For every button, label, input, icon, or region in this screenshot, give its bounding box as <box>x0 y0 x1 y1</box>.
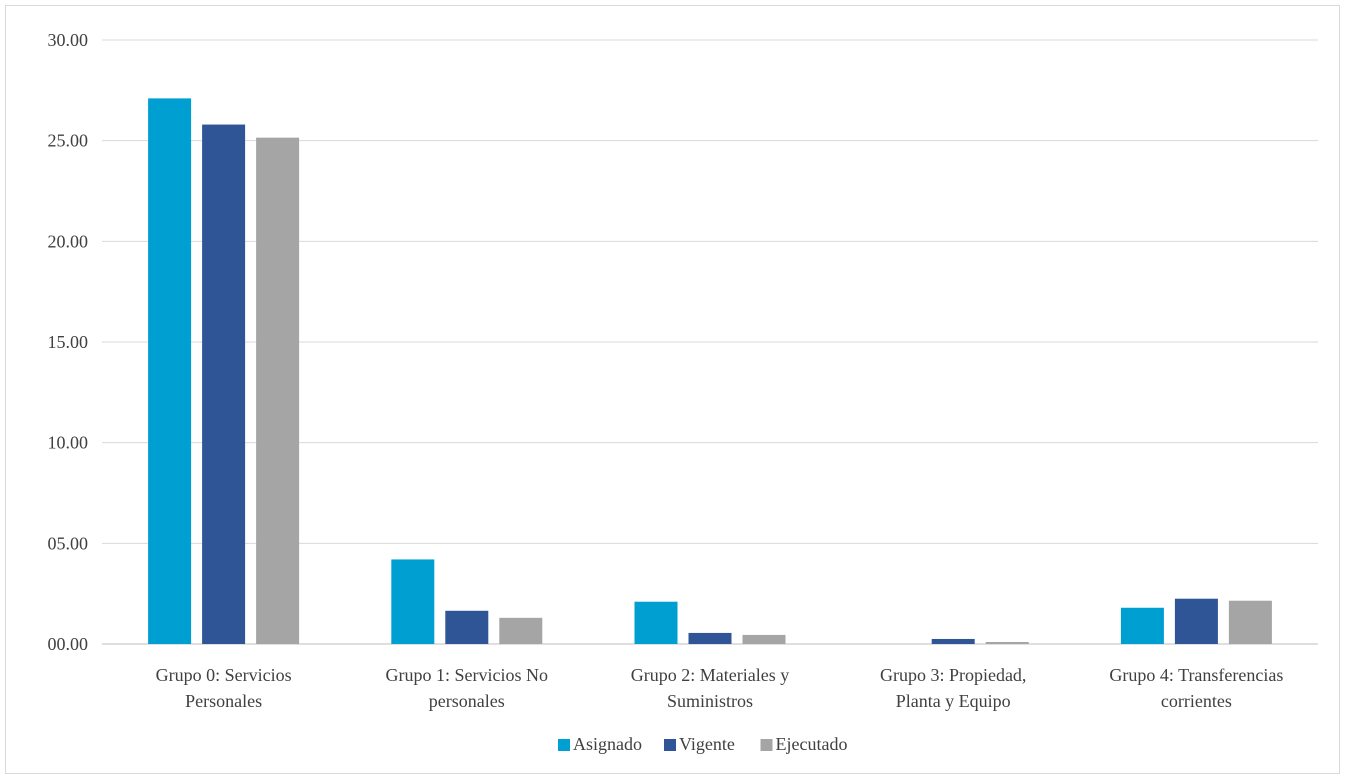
legend-label: Asignado <box>573 734 642 754</box>
y-tick-label: 25.00 <box>48 131 89 151</box>
bar-asignado-2 <box>634 601 678 644</box>
y-tick-label: 15.00 <box>48 332 89 352</box>
bar-vigente-1 <box>445 610 489 644</box>
x-category-label: Suministros <box>667 691 753 711</box>
legend-swatch <box>558 739 570 751</box>
bar-ejecutado-1 <box>499 617 543 644</box>
legend: Asignado Vigente Ejecutado <box>558 734 847 754</box>
x-category-label: personales <box>429 691 505 711</box>
x-category-label: Grupo 4: Transferencias <box>1109 665 1283 685</box>
legend-label: Ejecutado <box>776 734 848 754</box>
y-tick-label: 10.00 <box>48 433 89 453</box>
legend-item-asignado: Asignado <box>558 734 642 754</box>
bar-vigente-4 <box>1174 598 1218 644</box>
x-category-label: Grupo 2: Materiales y <box>631 665 789 685</box>
bar-chart: 00.00 05.00 10.00 15.00 20.00 25.00 30.00 Grup… <box>48 30 1318 754</box>
bar-vigente-2 <box>688 632 732 644</box>
bar-vigente-3 <box>931 638 975 644</box>
y-tick-label: 00.00 <box>48 634 89 654</box>
x-axis-category-labels: Grupo 0: Servicios Personales Grupo 1: Ser… <box>156 665 1284 711</box>
bar-ejecutado-0 <box>256 137 300 644</box>
y-axis-tick-labels: 00.00 05.00 10.00 15.00 20.00 25.00 30.00 <box>48 30 89 654</box>
bar-asignado-4 <box>1120 607 1164 644</box>
x-category-label: Grupo 1: Servicios No <box>386 665 548 685</box>
bars <box>148 98 1272 645</box>
bar-asignado-0 <box>148 98 192 645</box>
legend-swatch <box>664 739 676 751</box>
gridlines <box>102 39 1318 645</box>
x-category-label: Personales <box>185 691 262 711</box>
bar-asignado-1 <box>391 559 435 644</box>
bar-vigente-0 <box>202 124 246 644</box>
legend-item-ejecutado: Ejecutado <box>760 734 848 754</box>
legend-item-vigente: Vigente <box>664 734 735 754</box>
legend-label: Vigente <box>679 734 735 754</box>
x-category-label: Grupo 0: Servicios <box>156 665 292 685</box>
x-category-label: corrientes <box>1161 691 1232 711</box>
y-tick-label: 20.00 <box>48 231 89 251</box>
bar-ejecutado-4 <box>1228 600 1272 644</box>
x-category-label: Planta y Equipo <box>896 691 1011 711</box>
x-category-label: Grupo 3: Propiedad, <box>880 665 1026 685</box>
bar-ejecutado-2 <box>742 634 786 644</box>
y-tick-label: 30.00 <box>48 30 89 50</box>
chart-frame: 00.00 05.00 10.00 15.00 20.00 25.00 30.00 Grup… <box>5 5 1340 774</box>
bar-ejecutado-3 <box>985 641 1029 644</box>
y-tick-label: 05.00 <box>48 533 89 553</box>
legend-swatch <box>760 739 773 751</box>
